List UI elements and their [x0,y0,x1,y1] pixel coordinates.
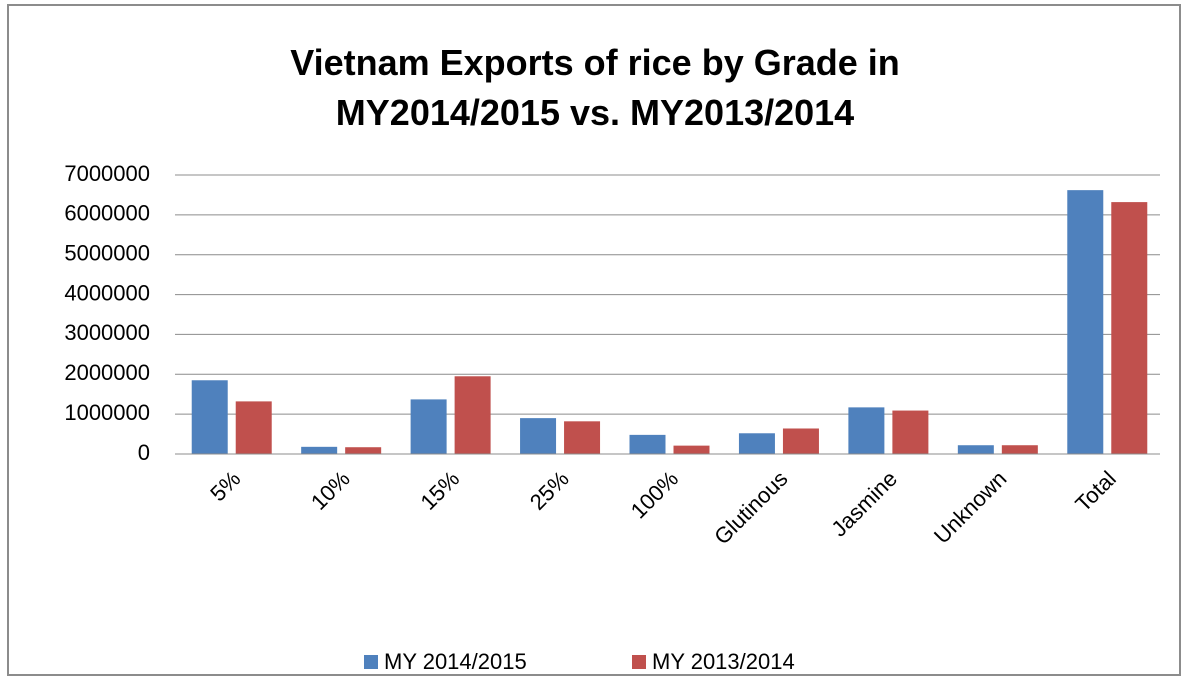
y-tick-label: 6000000 [64,201,150,226]
bar [1001,445,1038,454]
legend-label: MY 2014/2015 [384,649,527,674]
bar [410,399,447,454]
bar [564,421,601,454]
y-tick-label: 2000000 [64,360,150,385]
bar [345,447,382,454]
y-tick-label: 1000000 [64,400,150,425]
bar [848,407,885,454]
chart-border [7,4,1181,676]
bar [454,376,491,454]
y-tick-label: 3000000 [64,320,150,345]
bar [1067,190,1104,454]
chart-title: Vietnam Exports of rice by Grade in MY20… [290,42,900,133]
legend-swatch [632,655,646,669]
bar [782,428,819,454]
bar [673,445,710,454]
y-tick-label: 7000000 [64,161,150,186]
bar [892,410,929,454]
bar [738,433,775,454]
y-tick-label: 0 [138,440,150,465]
bar [301,446,338,454]
bar [1111,202,1148,454]
legend-swatch [364,655,378,669]
bar [957,445,994,454]
legend-label: MY 2013/2014 [652,649,795,674]
y-tick-label: 4000000 [64,280,150,305]
bar [191,380,228,454]
bar [629,434,666,454]
bar [235,401,272,454]
bar [520,418,557,454]
y-tick-label: 5000000 [64,241,150,266]
